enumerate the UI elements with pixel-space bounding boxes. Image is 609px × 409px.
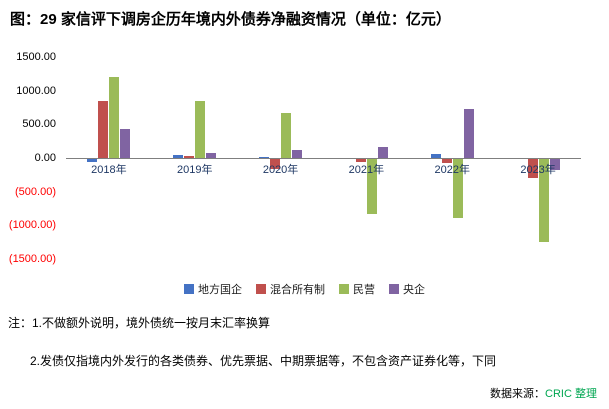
bar — [430, 154, 441, 158]
legend-item: 央企 — [389, 281, 425, 297]
y-tick-label: 500.00 — [22, 118, 56, 131]
bar — [98, 101, 109, 158]
y-axis: 1500.00 1000.00 500.00 0.00 (500.00) (1000.00… — [0, 51, 58, 265]
x-tick-label: 2022年 — [434, 164, 470, 176]
bar — [463, 108, 474, 158]
x-tick-label: 2020年 — [262, 164, 299, 176]
plot-area: 2018年 2019年 2020年 2021年 2022年 2023年 — [66, 57, 581, 259]
legend: 地方国企 混合所有制 民营 央企 — [0, 281, 609, 297]
y-tick-label: 1000.00 — [16, 84, 56, 97]
y-tick-label: 1500.00 — [16, 51, 56, 63]
source-prefix: 数据来源： — [490, 388, 546, 400]
x-tick-label: 2023年 — [520, 164, 556, 176]
chart-title: 图：29 家信评下调房企历年境内外债券净融资情况（单位：亿元） — [10, 11, 451, 28]
x-tick-label: 2018年 — [91, 164, 127, 176]
note-line-2: 2.发债仅指境内外发行的各类债券、优先票据、中期票据等，不包含资产证券化等，下同 — [30, 354, 497, 368]
bar — [527, 158, 538, 179]
bar — [173, 155, 184, 158]
y-tick-label: (1500.00) — [8, 253, 56, 265]
bar — [516, 158, 527, 160]
bar — [259, 156, 270, 158]
data-source: 数据来源：CRIC 整理 — [490, 385, 597, 401]
legend-swatch — [389, 284, 399, 294]
x-tick-label: 2019年 — [177, 164, 213, 176]
note-line-1: 注：1.不做额外说明，境外债统一按月末汇率换算 — [8, 316, 271, 330]
y-tick-label: (500.00) — [15, 185, 56, 198]
legend-swatch — [339, 284, 349, 294]
bar — [281, 112, 292, 158]
bar — [87, 158, 98, 163]
notes: 注：1.不做额外说明，境外债统一按月末汇率换算 2.发债仅指境内外发行的各类债券… — [8, 314, 496, 390]
bar — [195, 101, 206, 158]
legend-item: 混合所有制 — [256, 281, 325, 297]
bar — [206, 152, 217, 158]
legend-label: 地方国企 — [198, 284, 242, 296]
bar — [109, 77, 120, 158]
legend-swatch — [184, 284, 194, 294]
x-tick-label: 2021年 — [348, 164, 385, 176]
source-name: CRIC 整理 — [545, 388, 597, 400]
bar — [344, 158, 355, 159]
bar — [292, 150, 303, 158]
bar — [270, 158, 281, 169]
bar — [549, 158, 560, 171]
legend-item: 民营 — [339, 281, 375, 297]
bar — [366, 158, 377, 214]
bar — [441, 158, 452, 163]
y-tick-label: (1000.00) — [8, 219, 56, 232]
bar — [355, 158, 366, 162]
bar — [452, 158, 463, 218]
bar — [120, 129, 131, 158]
legend-label: 混合所有制 — [270, 284, 325, 296]
legend-label: 央企 — [403, 284, 425, 296]
y-tick-label: 0.00 — [34, 152, 56, 164]
legend-item: 地方国企 — [184, 281, 242, 297]
bar — [538, 158, 549, 242]
bar — [377, 146, 388, 158]
legend-label: 民营 — [353, 284, 375, 296]
legend-swatch — [256, 284, 266, 294]
bar — [184, 156, 195, 158]
zero-axis-line — [66, 157, 581, 159]
